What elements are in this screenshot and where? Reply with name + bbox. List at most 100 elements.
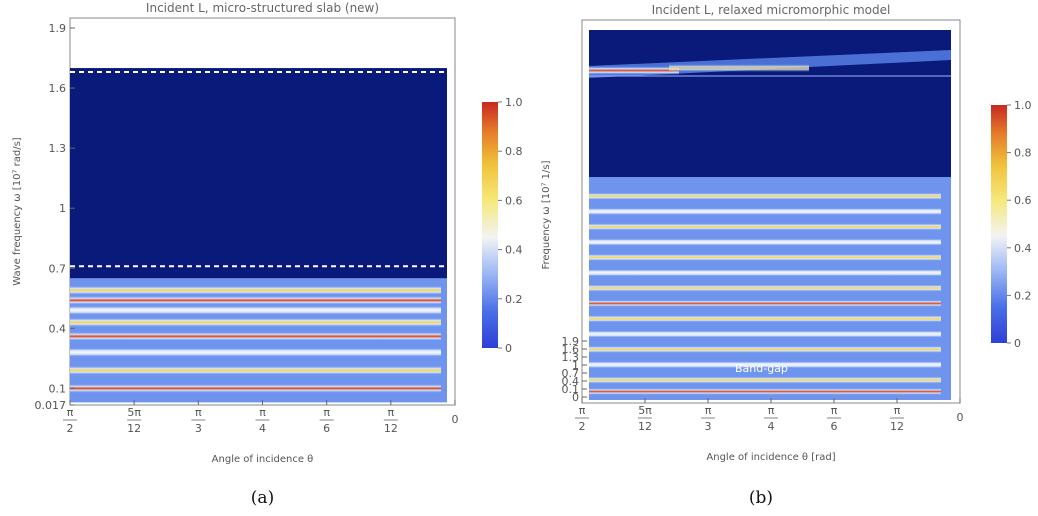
y-tick-label: 1: [572, 359, 579, 372]
bright-band: [589, 360, 941, 369]
colorbar-tick-label: 0.4: [1014, 242, 1032, 255]
heatmap-chart-a: Incident L, micro-structured slab (new) 0…: [12, 1, 523, 508]
x-tick-denominator: 12: [384, 422, 398, 435]
x-tick-group: π4: [764, 404, 778, 433]
y-tick-label: 0.017: [35, 399, 67, 412]
bright-band: [589, 376, 941, 385]
chart-title: Incident L, relaxed micromorphic model: [652, 3, 891, 17]
colorbar-tick-label: 1.0: [505, 96, 523, 109]
y-tick-label: 0.7: [562, 367, 580, 380]
colorbar-tick-label: 0.6: [1014, 194, 1032, 207]
x-tick-label: 0: [452, 413, 459, 426]
x-tick-numerator: π: [388, 406, 395, 419]
y-tick-label: 1.3: [562, 351, 580, 364]
y-tick-label: 0.1: [562, 383, 580, 396]
x-tick-group: π 12: [890, 404, 904, 433]
colorbar-tick-label: 0.8: [505, 145, 523, 158]
colorbar: [991, 105, 1007, 343]
x-tick-denominator: 4: [768, 420, 775, 433]
bright-band: [589, 314, 941, 323]
x-tick-numerator: π: [67, 406, 74, 419]
bright-band: [589, 207, 941, 216]
bright-band: [589, 268, 941, 277]
y-tick-label: 0.1: [49, 382, 67, 395]
x-tick-denominator: 2: [579, 420, 586, 433]
x-tick-denominator: 12: [890, 420, 904, 433]
y-tick-label: 0.7: [49, 262, 67, 275]
bright-band: [70, 347, 441, 358]
x-tick-group: π4: [255, 406, 270, 435]
x-tick-denominator: 12: [638, 420, 652, 433]
bright-band: [589, 238, 941, 247]
upper-band-mid: [669, 64, 809, 72]
y-tick-label: 1.9: [49, 22, 67, 35]
bright-band: [70, 331, 441, 342]
x-tick-numerator: π: [323, 406, 330, 419]
y-tick-label: 0: [572, 391, 579, 404]
y-tick-label: 1.3: [49, 142, 67, 155]
colorbar-tick-label: 0.6: [505, 194, 523, 207]
bright-band: [70, 295, 441, 306]
x-axis-label: Angle of incidence θ: [212, 454, 314, 465]
x-tick-numerator: π: [705, 404, 712, 417]
bright-band: [70, 383, 441, 394]
x-tick-numerator: 5π: [127, 406, 141, 419]
panel-label: (a): [251, 488, 274, 508]
colorbar-tick-label: 0: [505, 342, 512, 355]
x-tick-denominator: 3: [195, 422, 202, 435]
x-tick-numerator: π: [259, 406, 266, 419]
x-axis-label: Angle of incidence θ [rad]: [706, 452, 835, 463]
colorbar-tick-label: 0.4: [505, 244, 523, 257]
x-tick-group: π2: [575, 404, 589, 433]
upper-band-core: [589, 66, 679, 75]
y-tick-label: 1.6: [49, 82, 67, 95]
bright-band: [589, 299, 941, 308]
bright-band: [70, 317, 441, 328]
x-tick-group: π6: [319, 406, 334, 435]
y-tick-label: 0.4: [562, 375, 580, 388]
x-tick-numerator: 5π: [638, 404, 652, 417]
y-tick-label: 1.6: [562, 343, 580, 356]
panel-label: (b): [749, 488, 773, 508]
x-tick-numerator: π: [894, 404, 901, 417]
y-axis-label: Frequency ω [10⁷ 1/s]: [541, 160, 552, 269]
bright-band: [70, 305, 441, 316]
colorbar-tick-label: 0: [1014, 337, 1021, 350]
chart-panel-a: Incident L, micro-structured slab (new) 0…: [12, 1, 523, 508]
chart-panel-b: Incident L, relaxed micromorphic model Ba…: [519, 0, 1038, 516]
bright-band: [589, 222, 941, 231]
x-tick-denominator: 6: [323, 422, 330, 435]
y-tick-label: 1.9: [562, 335, 580, 348]
x-tick-denominator: 6: [831, 420, 838, 433]
bright-band: [589, 253, 941, 262]
band-gap-region: [70, 68, 447, 279]
bright-band: [589, 345, 941, 354]
x-tick-group: 0: [452, 413, 459, 426]
x-tick-label: 0: [957, 411, 964, 424]
bright-band: [589, 387, 941, 396]
bright-band: [70, 365, 441, 376]
bright-band: [589, 192, 941, 201]
bright-band: [589, 284, 941, 293]
x-tick-numerator: π: [831, 404, 838, 417]
colorbar-tick-label: 1.0: [1014, 99, 1032, 112]
x-tick-group: 0: [957, 411, 964, 424]
bright-band: [589, 330, 941, 339]
y-axis-label: Wave frequency ω [10⁷ rad/s]: [12, 137, 23, 285]
chart-title: Incident L, micro-structured slab (new): [146, 1, 379, 15]
x-tick-numerator: π: [579, 404, 586, 417]
band-gap-annotation: Band-gap: [735, 362, 788, 375]
x-tick-group: π6: [827, 404, 841, 433]
band-gap-region: [589, 30, 951, 178]
x-tick-group: π3: [701, 404, 715, 433]
bright-band: [70, 285, 441, 296]
x-tick-denominator: 12: [127, 422, 141, 435]
y-tick-label: 1: [59, 202, 66, 215]
colorbar-tick-label: 0.2: [1014, 289, 1032, 302]
x-tick-group: π 12: [383, 406, 398, 435]
x-tick-denominator: 2: [67, 422, 74, 435]
x-tick-group: π2: [63, 406, 77, 435]
heatmap-chart-b: Incident L, relaxed micromorphic model Ba…: [541, 3, 1032, 508]
